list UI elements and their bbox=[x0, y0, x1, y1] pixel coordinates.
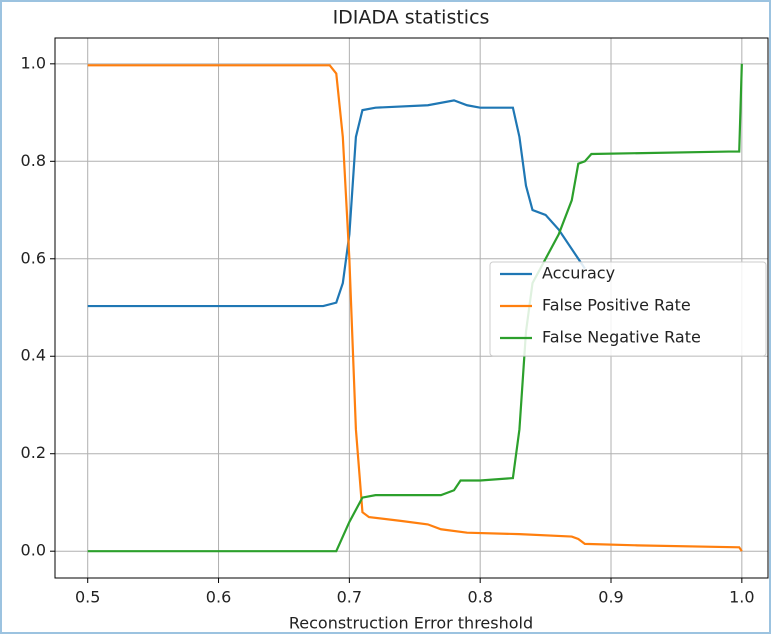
x-tick-label: 0.6 bbox=[206, 588, 231, 607]
x-tick-label: 0.7 bbox=[337, 588, 362, 607]
series-line bbox=[87, 64, 743, 552]
legend-label: False Positive Rate bbox=[542, 296, 691, 315]
y-tick-label: 0.8 bbox=[21, 151, 46, 170]
legend-label: Accuracy bbox=[542, 264, 615, 283]
y-tick-label: 0.2 bbox=[21, 443, 46, 462]
x-tick-label: 0.9 bbox=[598, 588, 623, 607]
y-tick-label: 0.0 bbox=[21, 541, 46, 560]
plot-frame bbox=[54, 37, 769, 579]
series-line bbox=[87, 99, 586, 308]
series-line bbox=[87, 63, 743, 553]
legend-box bbox=[489, 261, 767, 357]
y-tick-label: 0.6 bbox=[21, 248, 46, 267]
x-tick-label: 1.0 bbox=[729, 588, 754, 607]
chart-title: IDIADA statistics bbox=[333, 7, 490, 29]
x-tick-label: 0.8 bbox=[467, 588, 492, 607]
legend-label: False Negative Rate bbox=[542, 328, 701, 347]
x-tick-label: 0.5 bbox=[75, 588, 100, 607]
x-axis-label: Reconstruction Error threshold bbox=[289, 614, 533, 633]
y-tick-label: 0.4 bbox=[21, 346, 46, 365]
y-tick-label: 1.0 bbox=[21, 53, 46, 72]
